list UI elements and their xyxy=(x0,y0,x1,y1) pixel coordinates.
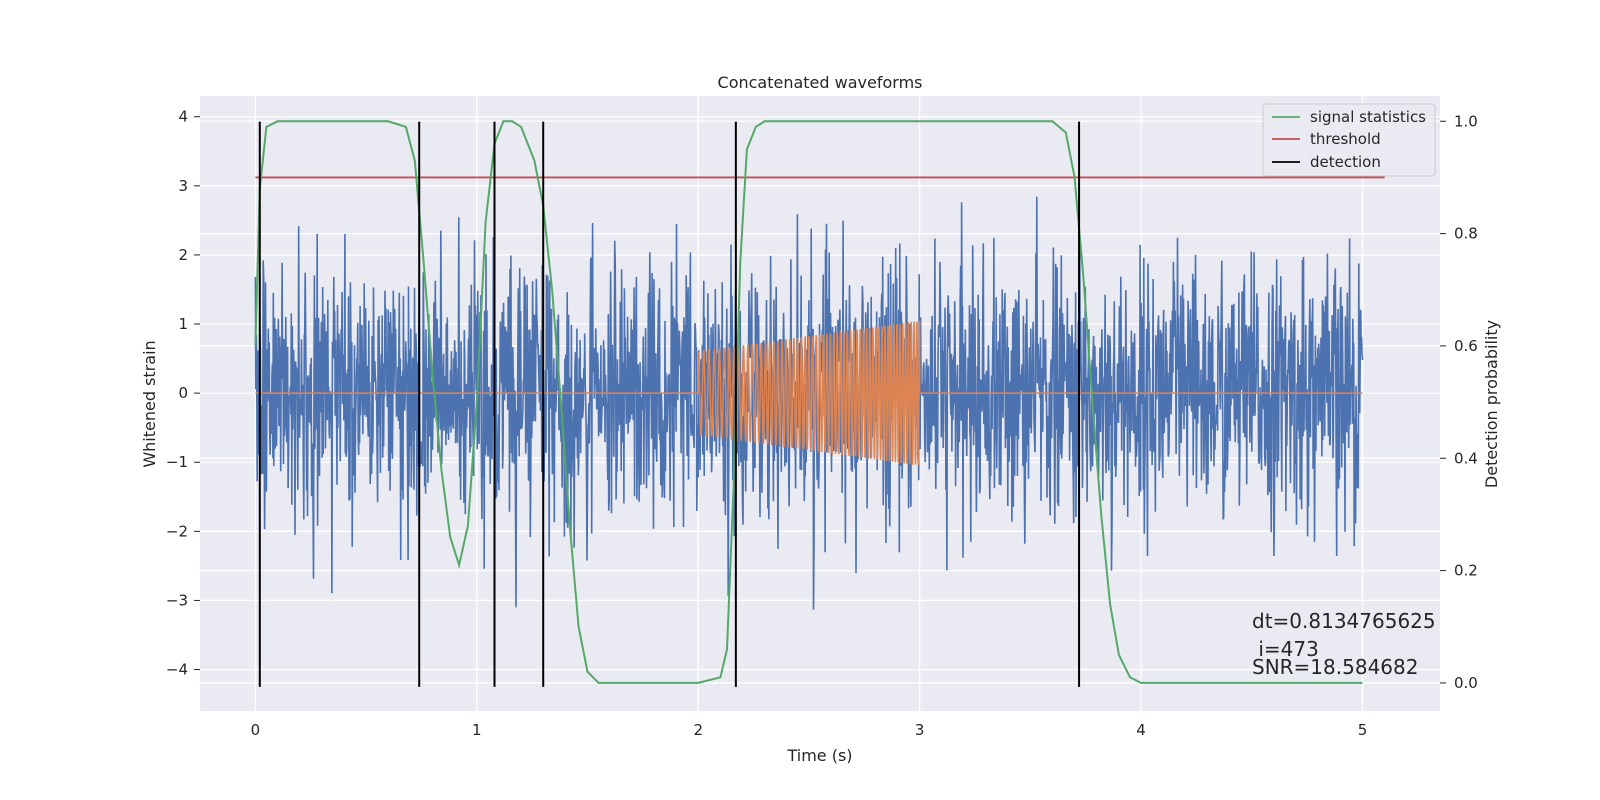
y-tick-label: −1 xyxy=(166,453,188,471)
plot-area xyxy=(254,120,1385,687)
legend-label-detection: detection xyxy=(1310,153,1381,171)
y-right-tick-label: 0.2 xyxy=(1454,562,1478,580)
y-tick-label: 3 xyxy=(178,177,188,195)
legend: signal statistics threshold detection xyxy=(1262,103,1436,177)
noise-series-line xyxy=(254,196,1364,610)
x-tick-label: 0 xyxy=(251,721,261,739)
y-right-tick-label: 0.8 xyxy=(1454,225,1478,243)
y-right-tick-label: 1.0 xyxy=(1454,112,1478,130)
x-tick-label: 2 xyxy=(693,721,703,739)
annotation-i: i=473 xyxy=(1252,637,1319,661)
legend-label-threshold: threshold xyxy=(1310,130,1381,148)
signal-statistics-line xyxy=(254,120,1363,684)
y-tick-label: 4 xyxy=(178,108,188,126)
ticks: 0 1 2 3 4 5 −4 −3 −2 −1 0 1 2 3 4 0.0 0.2 0.4 0.6 0.8 1.0 xyxy=(166,108,1478,739)
y-tick-label: 1 xyxy=(178,315,188,333)
x-axis-label: Time (s) xyxy=(786,746,852,765)
y-right-tick-label: 0.0 xyxy=(1454,674,1478,692)
y-tick-label: 0 xyxy=(178,384,188,402)
y-axis-label: Whitened strain xyxy=(140,340,159,467)
x-tick-label: 4 xyxy=(1136,721,1146,739)
x-tick-label: 5 xyxy=(1358,721,1368,739)
legend-box xyxy=(1262,103,1436,177)
y-tick-label: 2 xyxy=(178,246,188,264)
legend-label-signal-statistics: signal statistics xyxy=(1310,108,1426,126)
y-axis-right-label: Detection probability xyxy=(1482,320,1501,488)
y-right-tick-label: 0.6 xyxy=(1454,337,1478,355)
chart-title: Concatenated waveforms xyxy=(718,73,923,92)
x-tick-label: 1 xyxy=(472,721,482,739)
annotation-snr: SNR=18.584682 xyxy=(1252,655,1418,679)
x-tick-label: 3 xyxy=(915,721,925,739)
y-tick-label: −3 xyxy=(166,591,188,609)
y-tick-label: −4 xyxy=(166,661,188,679)
annotations: dt=0.8134765625 i=473 SNR=18.584682 xyxy=(1252,609,1436,679)
y-right-tick-label: 0.4 xyxy=(1454,449,1478,467)
y-tick-label: −2 xyxy=(166,522,188,540)
annotation-dt: dt=0.8134765625 xyxy=(1252,609,1436,633)
